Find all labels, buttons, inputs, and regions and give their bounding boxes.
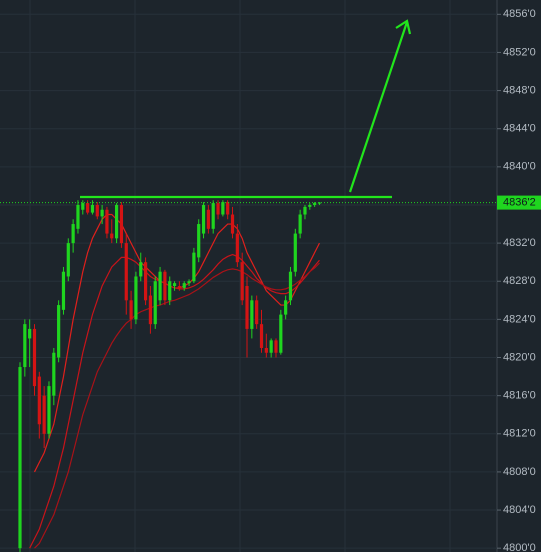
candle-body [197, 224, 201, 258]
candle-body [100, 209, 104, 217]
candle-body [245, 286, 249, 329]
arrow-head [395, 19, 412, 35]
candle-body [177, 286, 181, 288]
candle-body [206, 209, 210, 229]
candle-body [250, 300, 254, 329]
candle-body [52, 352, 56, 396]
candle-body [298, 214, 302, 234]
candle-body [240, 262, 244, 301]
candle-body [105, 209, 109, 234]
candle-body [226, 202, 230, 215]
candle-body [259, 324, 264, 348]
candle-body [124, 243, 128, 301]
y-tick-label: 4808'0 [503, 466, 536, 478]
annotation [80, 19, 412, 199]
candle-body [95, 204, 99, 217]
candle-body [308, 204, 312, 207]
last-price-box [497, 195, 541, 210]
candle-body [134, 276, 138, 320]
y-tick-label: 4804'0 [503, 504, 536, 516]
candle-body [76, 204, 80, 229]
candle-body [61, 271, 66, 310]
candle-body [216, 203, 220, 215]
candle-body [192, 252, 196, 282]
last-price-label: 4836'2 [503, 196, 536, 208]
candle-body [115, 204, 119, 239]
candle-body [279, 314, 283, 353]
candle-body [57, 305, 61, 358]
y-tick-label: 4800'0 [503, 542, 536, 552]
candle-body [172, 283, 177, 287]
candle-body [158, 271, 162, 301]
candle-body [284, 300, 288, 315]
candle-body [148, 295, 153, 325]
candle-body [18, 367, 22, 549]
candle-body [293, 233, 297, 272]
candle-body [187, 281, 191, 284]
y-tick-label: 4816'0 [503, 390, 536, 402]
arrow-shaft [348, 21, 409, 193]
candle-body [90, 204, 95, 213]
candle-body [269, 340, 273, 353]
candle-body [163, 271, 167, 301]
candle-body [37, 376, 41, 425]
y-tick-label: 4844'0 [503, 123, 536, 135]
candle-body [81, 203, 85, 210]
candle-body [317, 202, 322, 204]
candle-body [235, 233, 239, 263]
candle-body [66, 243, 70, 277]
candle-body [153, 281, 157, 325]
y-tick-label: 4840'0 [503, 161, 536, 173]
candle-body [303, 206, 307, 215]
candle-body [255, 300, 259, 325]
y-tick-label: 4856'0 [503, 8, 536, 20]
candle-body [129, 300, 133, 320]
candle-body [143, 262, 148, 301]
y-tick-label: 4812'0 [503, 428, 536, 440]
candle-body [119, 204, 124, 244]
candle-body [230, 214, 235, 234]
candle-body [71, 224, 75, 244]
y-tick-label: 4848'0 [503, 84, 536, 96]
y-tick-label: 4852'0 [503, 46, 536, 58]
candle-body [274, 340, 278, 353]
candle-body [288, 271, 293, 301]
candle-body [264, 347, 268, 353]
candle-body [168, 281, 172, 301]
candle-body [47, 386, 51, 434]
moving-average-line [34, 262, 320, 549]
candle-body [201, 204, 206, 234]
candle-body [23, 324, 27, 368]
y-tick-label: 4820'0 [503, 351, 536, 363]
candle-body [28, 328, 32, 339]
candle-body [110, 233, 114, 239]
candle-body [42, 395, 46, 434]
candle-body [313, 203, 317, 205]
candle-body [86, 203, 90, 213]
vertical-grid [29, 0, 451, 552]
candle-body [32, 328, 37, 387]
y-tick-label: 4828'0 [503, 275, 536, 287]
candle-body [211, 203, 215, 229]
candle-body [139, 262, 143, 277]
candle-body [182, 283, 186, 288]
y-tick-label: 4824'0 [503, 313, 536, 325]
candle-body [221, 202, 225, 215]
y-tick-label: 4832'0 [503, 237, 536, 249]
